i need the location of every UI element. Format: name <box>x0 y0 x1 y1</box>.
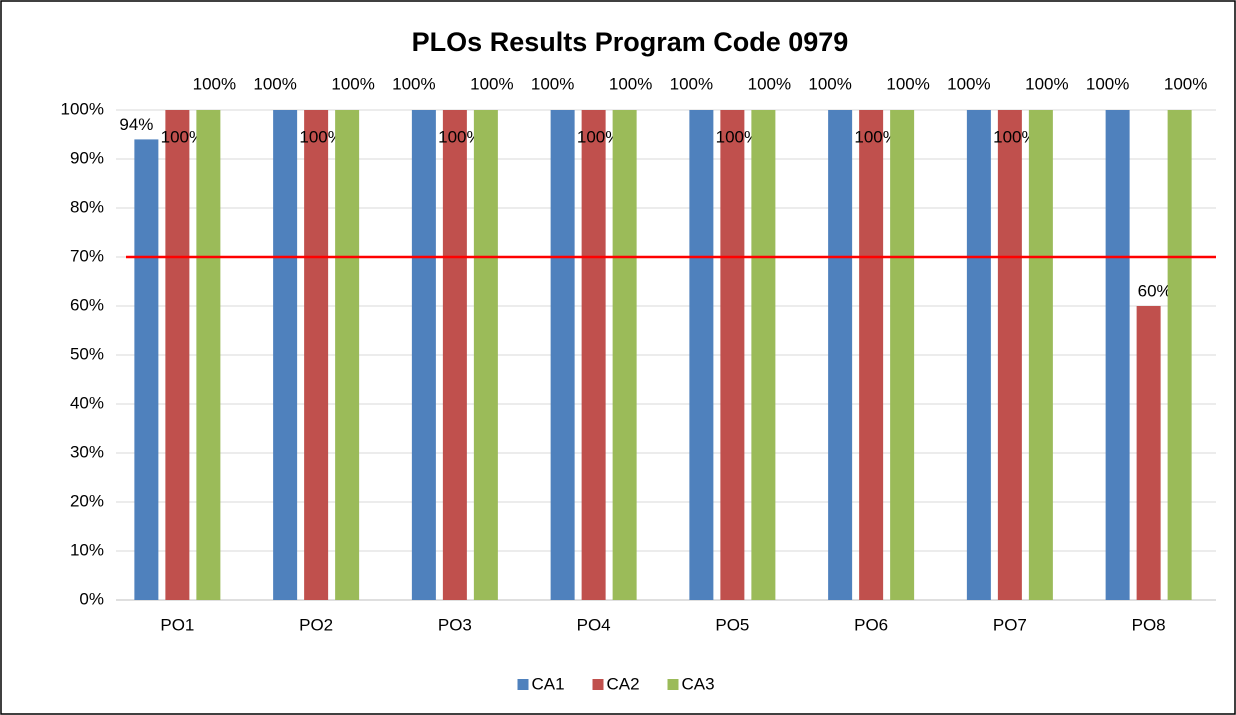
value-label: 100% <box>1025 74 1068 93</box>
y-tick-label: 80% <box>70 197 104 216</box>
bar <box>442 110 467 600</box>
value-label: 100% <box>886 74 929 93</box>
bar <box>1167 110 1192 600</box>
bar <box>1105 110 1130 600</box>
value-label: 100% <box>670 74 713 93</box>
bar <box>751 110 776 600</box>
bar <box>1028 110 1053 600</box>
y-tick-label: 50% <box>70 344 104 363</box>
value-label: 100% <box>470 74 513 93</box>
value-label: 60% <box>1138 281 1172 300</box>
y-tick-label: 30% <box>70 442 104 461</box>
value-label: 100% <box>854 127 897 146</box>
bar <box>859 110 884 600</box>
bar <box>581 110 606 600</box>
bar <box>689 110 714 600</box>
bar <box>1136 306 1161 600</box>
value-label: 100% <box>531 74 574 93</box>
value-label: 100% <box>193 74 236 93</box>
value-label: 100% <box>253 74 296 93</box>
bar <box>720 110 745 600</box>
legend-swatch <box>517 679 529 690</box>
bar <box>411 110 436 600</box>
y-tick-label: 10% <box>70 540 104 559</box>
value-label: 100% <box>299 127 342 146</box>
y-tick-label: 60% <box>70 295 104 314</box>
bar <box>997 110 1022 600</box>
y-tick-label: 20% <box>70 491 104 510</box>
value-label: 100% <box>331 74 374 93</box>
value-label: 100% <box>993 127 1036 146</box>
value-label: 94% <box>119 115 153 134</box>
bar <box>134 139 159 600</box>
x-tick-label: PO2 <box>299 615 333 634</box>
y-tick-label: 0% <box>79 589 104 608</box>
x-tick-label: PO4 <box>577 615 611 634</box>
bar <box>273 110 298 600</box>
value-label: 100% <box>947 74 990 93</box>
x-tick-label: PO8 <box>1132 615 1166 634</box>
x-tick-label: PO5 <box>715 615 749 634</box>
legend-label: CA3 <box>682 674 715 693</box>
x-tick-label: PO1 <box>160 615 194 634</box>
value-label: 100% <box>161 127 204 146</box>
legend-swatch <box>667 679 679 690</box>
bar <box>966 110 991 600</box>
value-label: 100% <box>577 127 620 146</box>
value-label: 100% <box>438 127 481 146</box>
bar <box>335 110 360 600</box>
value-label: 100% <box>392 74 435 93</box>
bar <box>890 110 915 600</box>
bar <box>550 110 575 600</box>
legend-label: CA2 <box>607 674 640 693</box>
value-label: 100% <box>716 127 759 146</box>
value-label: 100% <box>1086 74 1129 93</box>
value-label: 100% <box>1164 74 1207 93</box>
y-tick-label: 70% <box>70 246 104 265</box>
bar <box>165 110 190 600</box>
y-tick-label: 40% <box>70 393 104 412</box>
value-label: 100% <box>808 74 851 93</box>
y-tick-label: 90% <box>70 148 104 167</box>
x-tick-label: PO6 <box>854 615 888 634</box>
bar <box>196 110 221 600</box>
bar <box>304 110 329 600</box>
value-label: 100% <box>748 74 791 93</box>
x-tick-label: PO3 <box>438 615 472 634</box>
legend-swatch <box>592 679 604 690</box>
bar <box>473 110 498 600</box>
bar <box>612 110 637 600</box>
y-tick-label: 100% <box>61 99 104 118</box>
chart-title: PLOs Results Program Code 0979 <box>412 27 849 57</box>
bar <box>828 110 853 600</box>
x-tick-label: PO7 <box>993 615 1027 634</box>
value-label: 100% <box>609 74 652 93</box>
legend-label: CA1 <box>532 674 565 693</box>
